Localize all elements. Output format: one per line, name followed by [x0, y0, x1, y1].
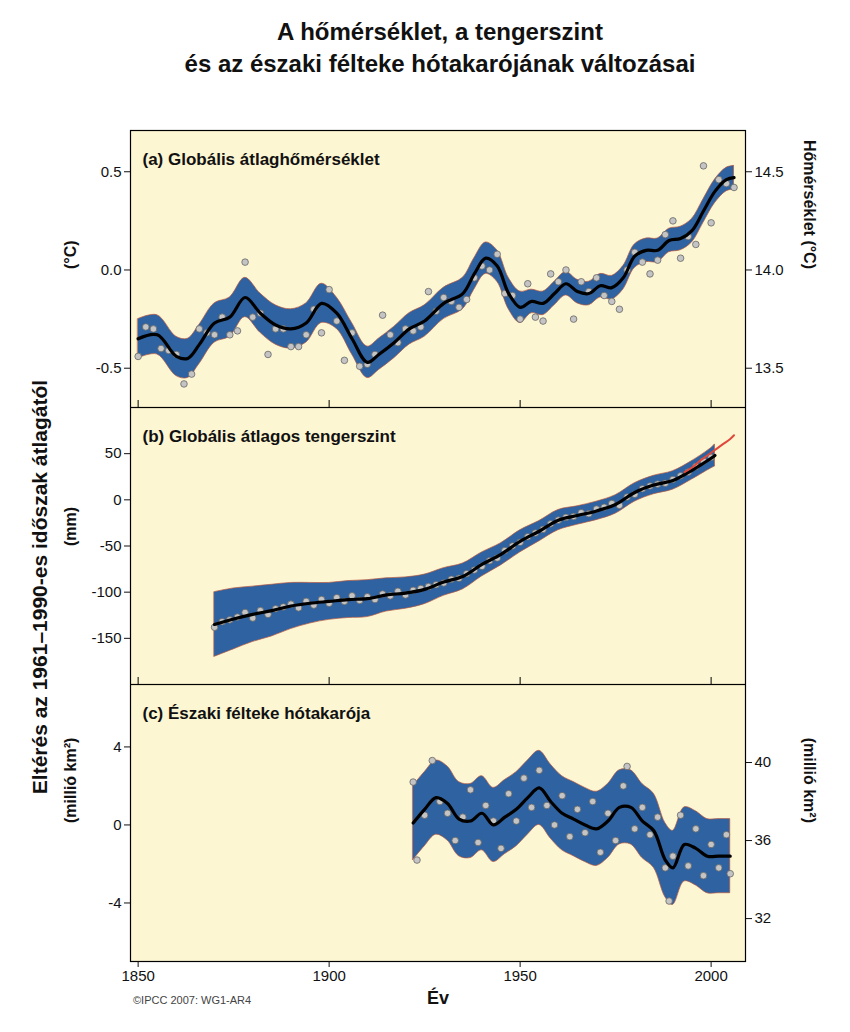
svg-text:14.5: 14.5 [755, 163, 784, 180]
svg-text:1850: 1850 [121, 967, 154, 984]
svg-text:40: 40 [755, 753, 772, 770]
svg-text:Év: Év [427, 987, 449, 1008]
svg-text:36: 36 [755, 831, 772, 848]
svg-text:14.0: 14.0 [755, 261, 784, 278]
svg-text:(c) Északi félteke hótakarója: (c) Északi félteke hótakarója [143, 704, 371, 723]
svg-text:(a) Globális átlaghőmérséklet: (a) Globális átlaghőmérséklet [143, 150, 380, 169]
svg-text:0.0: 0.0 [101, 261, 122, 278]
svg-text:(b) Globális átlagos tengerszi: (b) Globális átlagos tengerszint [143, 427, 396, 446]
svg-text:(°C): (°C) [62, 240, 79, 269]
svg-text:(millió km²): (millió km²) [62, 738, 79, 823]
svg-text:-150: -150 [91, 629, 121, 646]
svg-text:-4: -4 [108, 894, 121, 911]
svg-text:32: 32 [755, 909, 772, 926]
svg-text:-0.5: -0.5 [96, 359, 122, 376]
svg-text:0: 0 [113, 491, 121, 508]
html-text:Eltérés az 1961–1990-es idősza: Eltérés az 1961–1990-es időszak átlagátó… [28, 379, 51, 795]
svg-text:(mm): (mm) [62, 507, 79, 546]
svg-text:4: 4 [113, 738, 121, 755]
html-text:©IPCC 2007: WG1-AR4: ©IPCC 2007: WG1-AR4 [133, 994, 252, 1006]
svg-text:0.5: 0.5 [101, 163, 122, 180]
svg-text:-50: -50 [100, 537, 122, 554]
svg-text:50: 50 [105, 444, 122, 461]
svg-text:(millió km²): (millió km²) [801, 738, 818, 823]
svg-text:1950: 1950 [503, 967, 536, 984]
svg-text:13.5: 13.5 [755, 359, 784, 376]
svg-text:0: 0 [113, 816, 121, 833]
svg-text:-100: -100 [91, 583, 121, 600]
html-text:A hőmérséklet, a tengerszint é: A hőmérséklet, a tengerszint és az észak… [184, 18, 696, 77]
svg-text:Hőmérséklet (°C): Hőmérséklet (°C) [801, 140, 818, 269]
svg-text:2000: 2000 [694, 967, 727, 984]
svg-text:1900: 1900 [312, 967, 345, 984]
